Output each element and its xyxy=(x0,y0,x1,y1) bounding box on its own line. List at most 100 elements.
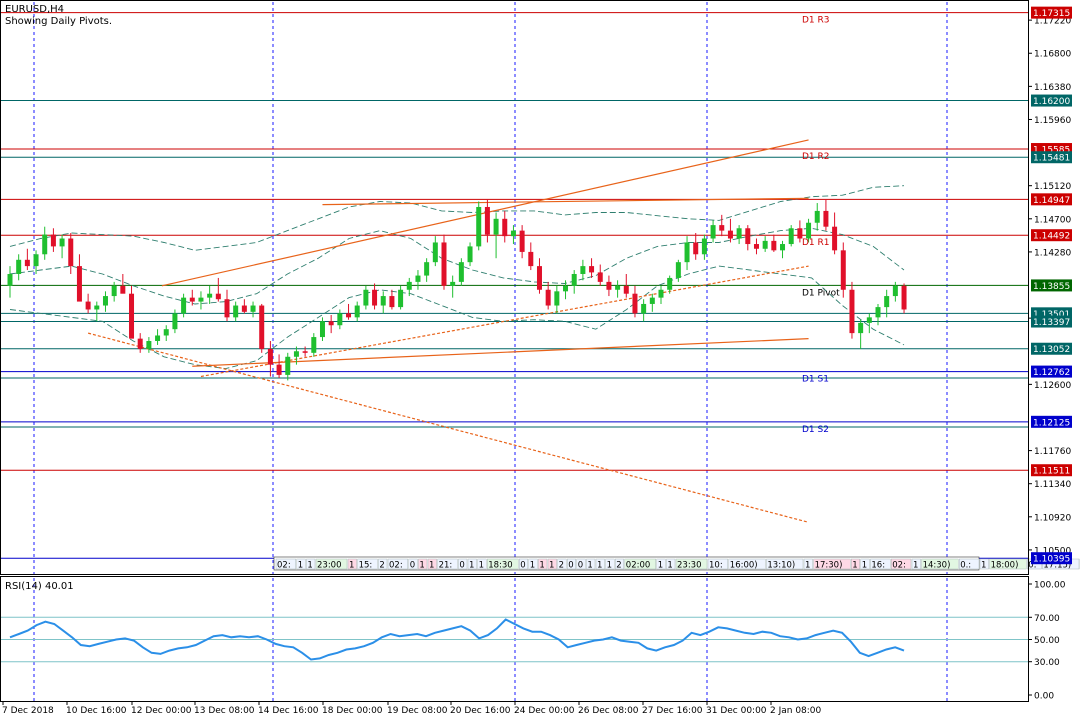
time-label: 1 xyxy=(852,561,857,571)
time-label-box xyxy=(576,558,586,570)
candle-body xyxy=(632,293,638,314)
price-tag xyxy=(1031,415,1072,428)
time-label: 1 xyxy=(298,561,303,571)
rsi-y-tick-label: 0.00 xyxy=(1034,692,1054,702)
time-label-box xyxy=(557,558,567,570)
x-tick-label: 18 Dec 00:00 xyxy=(322,706,383,716)
price-tag xyxy=(1031,315,1072,328)
time-label-box xyxy=(624,558,656,570)
candle-body xyxy=(745,228,751,245)
time-label: 1 xyxy=(913,561,918,571)
candle-body xyxy=(884,296,890,308)
time-label: 2 xyxy=(616,561,621,571)
time-label: 1 xyxy=(805,561,810,571)
candle-body xyxy=(380,296,386,306)
time-label-box xyxy=(615,558,625,570)
time-label-box xyxy=(547,558,557,570)
candle-body xyxy=(797,228,803,239)
candle-body xyxy=(50,234,56,247)
candle-body xyxy=(372,289,378,306)
price-tag xyxy=(1031,151,1072,164)
time-label-box xyxy=(378,558,388,570)
candle-body xyxy=(606,281,612,290)
candle-body xyxy=(658,289,664,298)
time-label-strip: 02: 1 1 23:00 1 15: 2 02: 0 1 1 21: 0 1 1 18:30 0 1 1 1 2 0 0 1… xyxy=(273,556,1080,571)
candle-body xyxy=(493,218,499,235)
time-label: 1 xyxy=(479,561,484,571)
time-label: 0 xyxy=(410,561,415,571)
y-tick-label: 1.16380 xyxy=(1034,83,1071,93)
candle-body xyxy=(554,291,560,306)
y-tick-label: 1.12600 xyxy=(1034,381,1071,391)
time-label-box xyxy=(766,558,804,570)
candle-body xyxy=(24,259,30,267)
candle-body xyxy=(641,303,647,314)
time-label-box xyxy=(519,558,529,570)
candle-body xyxy=(276,364,282,375)
time-label-box xyxy=(315,558,348,570)
candle-body xyxy=(207,293,213,298)
time-label: 2 xyxy=(379,561,384,571)
time-label: 14:30) xyxy=(923,561,951,571)
candle-body xyxy=(33,254,39,267)
time-label-box xyxy=(860,558,870,570)
candle-body xyxy=(623,285,629,294)
time-label-box xyxy=(851,558,861,570)
candle-body xyxy=(840,250,846,290)
x-tick-label: 24 Dec 00:00 xyxy=(514,706,575,716)
price-tag-label: 1.15585 xyxy=(1033,146,1070,156)
time-label-box xyxy=(275,558,296,570)
price-tag xyxy=(1031,193,1072,206)
candle-body xyxy=(484,206,490,235)
time-label-box xyxy=(306,558,316,570)
candle-body xyxy=(701,238,707,255)
time-label: 0 xyxy=(578,561,583,571)
candle-body xyxy=(450,281,456,286)
candle-body xyxy=(589,266,595,273)
x-tick-label: 10 Dec 16:00 xyxy=(66,706,127,716)
candle-body xyxy=(545,289,551,306)
x-tick-label: 7 Dec 2018 xyxy=(2,706,54,716)
candle-body xyxy=(68,238,74,267)
candle-body xyxy=(615,285,621,290)
pivot-label: D1 Pivot xyxy=(802,288,840,298)
time-label: 1 xyxy=(530,561,535,571)
candle-body xyxy=(94,305,100,310)
price-tag xyxy=(1031,229,1072,242)
x-tick-label: 31 Dec 00:00 xyxy=(706,706,767,716)
time-label: 18:00) xyxy=(991,561,1019,571)
candle-body xyxy=(519,230,525,252)
candle-body xyxy=(771,240,777,251)
x-tick-label: 20 Dec 16:00 xyxy=(450,706,511,716)
candle-body xyxy=(163,329,169,336)
candle-body xyxy=(476,206,482,247)
time-label-box xyxy=(803,558,813,570)
candle-body xyxy=(233,305,239,318)
time-label: 1 xyxy=(549,561,554,571)
time-label: 1 xyxy=(981,561,986,571)
candle-body xyxy=(858,322,864,334)
price-tag-label: 1.15481 xyxy=(1033,154,1070,164)
price-tag-label: 1.14492 xyxy=(1033,232,1070,242)
candle-body xyxy=(181,297,187,314)
time-label: 1 xyxy=(607,561,612,571)
axes: 1.17220 1.16800 1.16380 1.15960 1.15120 1.147… xyxy=(0,0,1071,702)
time-label: 1 xyxy=(667,561,672,571)
candle-body xyxy=(16,259,22,274)
trend-lines xyxy=(87,139,809,523)
time-label-box xyxy=(979,558,989,570)
candle-body xyxy=(762,240,768,249)
time-label: 21: xyxy=(439,561,453,571)
time-label: 15: xyxy=(359,561,373,571)
candle-body xyxy=(753,244,759,249)
pivot-label: D1 R1 xyxy=(802,238,830,248)
time-label: 16: xyxy=(871,561,885,571)
trend-line xyxy=(192,338,809,367)
x-axis-labels: 7 Dec 2018 10 Dec 16:00 12 Dec 00:00 13 Dec… xyxy=(2,701,822,716)
time-label-box xyxy=(675,558,708,570)
time-label: 02:00 xyxy=(626,561,651,571)
y-tick-label: 1.10920 xyxy=(1034,513,1071,523)
candle-body xyxy=(198,297,204,302)
time-label: 0 xyxy=(520,561,525,571)
